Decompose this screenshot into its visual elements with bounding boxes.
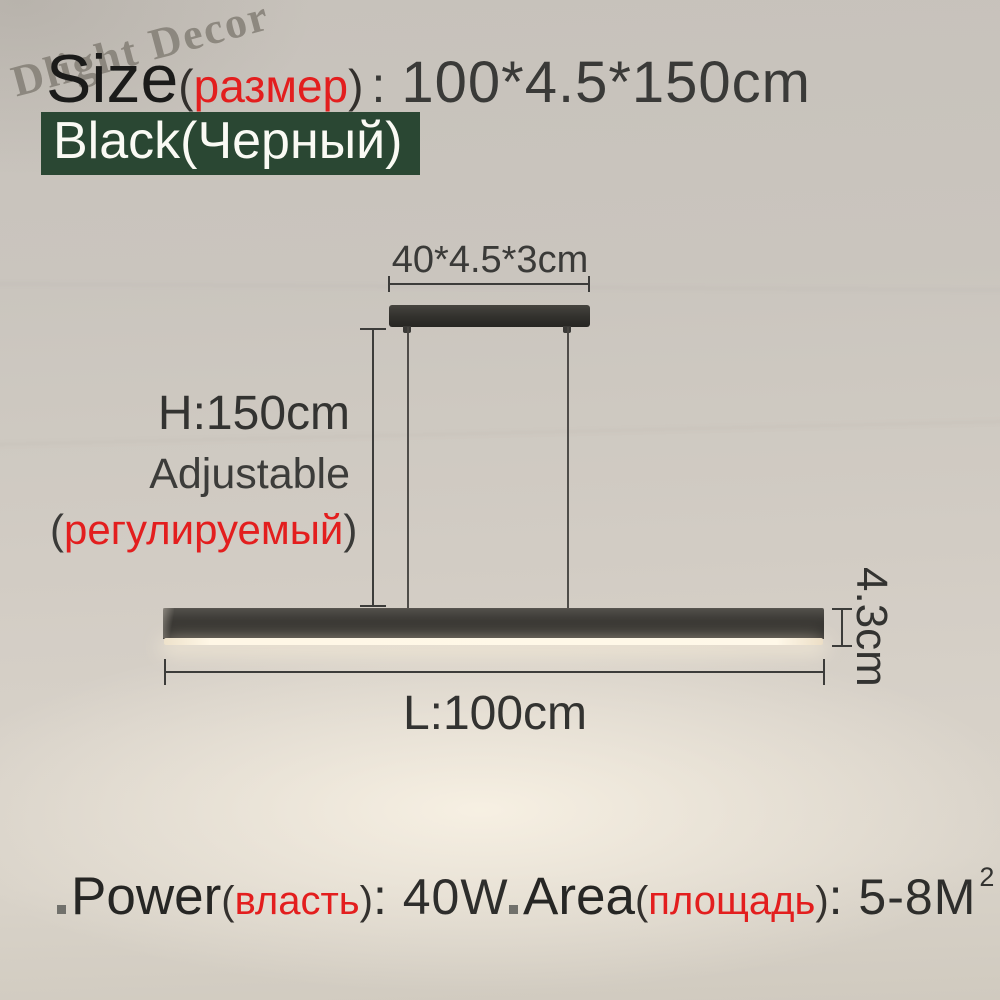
adjustable-word-ru: регулируемый — [64, 506, 344, 553]
size-colon: : — [371, 57, 386, 113]
area-label-ru: площадь — [648, 879, 816, 923]
size-value: 100*4.5*150cm — [401, 50, 812, 115]
suspension-wire-left — [407, 327, 409, 610]
thickness-dimension-label: 4.3cm — [847, 567, 896, 687]
size-paren-open: ( — [178, 60, 194, 112]
adjustable-paren-open: ( — [50, 506, 64, 553]
thickness-dimension-line — [832, 608, 852, 647]
height-dimension-label: H:150cm — [157, 387, 350, 440]
size-label: Size — [46, 41, 179, 117]
length-dimension-line — [164, 659, 825, 685]
power-label: Power — [71, 867, 222, 926]
area-paren-close: ) — [815, 879, 829, 923]
lamp-led-strip — [164, 638, 823, 645]
lamp-bar — [163, 608, 824, 645]
adjustable-label: Adjustable — [149, 450, 350, 498]
power-paren-open: ( — [221, 879, 235, 923]
size-paren-close: ) — [348, 60, 364, 112]
bullet-square-icon — [509, 905, 518, 914]
lamp-bar-endcap — [163, 608, 174, 638]
power-label-ru: власть — [234, 879, 360, 923]
suspension-wire-right — [567, 327, 569, 610]
power-value: : 40W — [372, 869, 509, 925]
bullet-square-icon — [57, 905, 66, 914]
adjustable-label-ru: (регулируемый) — [50, 506, 357, 553]
ceiling-canopy — [389, 305, 590, 327]
lamp-bar-body — [163, 608, 824, 639]
power-spec: Power(власть): 40W — [57, 866, 509, 927]
area-superscript: 2 — [979, 862, 995, 892]
power-paren-close: ) — [359, 879, 373, 923]
area-label: Area — [523, 867, 635, 926]
color-badge: Black(Черный) — [41, 112, 421, 176]
area-value: : 5-8M — [828, 869, 977, 925]
height-annotation: H:150cm Adjustable (регулируемый) — [50, 387, 357, 553]
length-dimension-label: L:100cm — [402, 687, 588, 740]
height-dimension-line — [360, 328, 386, 607]
area-spec: Area(площадь): 5-8M 2 — [509, 862, 994, 927]
size-title: Size(размер):100*4.5*150cm — [46, 40, 811, 118]
canopy-dimension-label: 40*4.5*3cm — [391, 239, 589, 281]
adjustable-paren-close: ) — [343, 506, 358, 553]
size-label-ru: размер — [193, 60, 349, 112]
canopy-dimension-line — [388, 276, 590, 292]
area-paren-open: ( — [634, 879, 649, 923]
